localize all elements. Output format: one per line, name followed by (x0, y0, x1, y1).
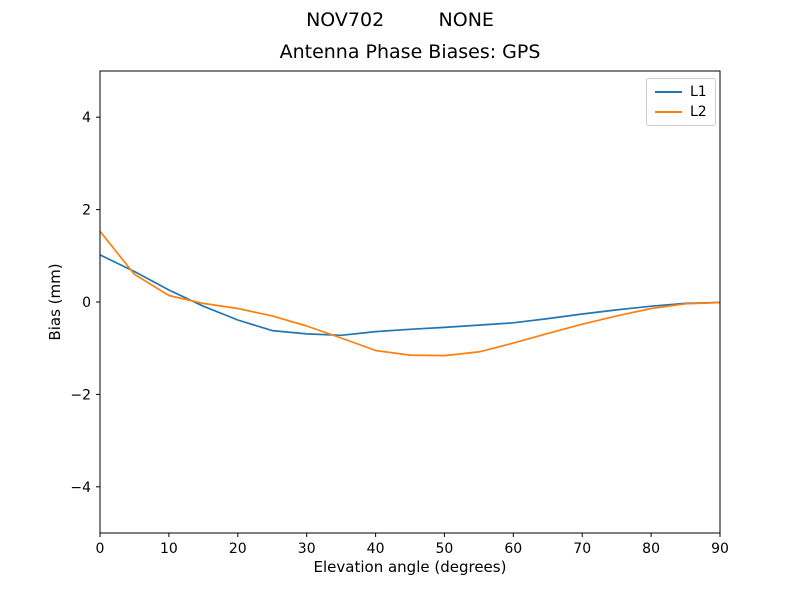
legend-label-l1: L1 (690, 84, 707, 100)
y-tick-label: −4 (70, 480, 91, 496)
series-line-l2 (99, 230, 721, 357)
legend-line-swatch-l1 (655, 91, 682, 93)
x-tick-label: 80 (642, 541, 660, 557)
x-tick-label: 30 (298, 541, 316, 557)
y-tick-label: 4 (82, 110, 91, 126)
x-tick-label: 40 (367, 541, 385, 557)
x-tick-label: 90 (711, 541, 729, 557)
axes-frame (99, 70, 721, 534)
series-line-l1 (99, 254, 721, 337)
legend-line-swatch-l2 (655, 111, 682, 113)
legend-item-l1: L1 (655, 82, 707, 102)
y-tick-label: −2 (70, 387, 91, 403)
figure-suptitle: NOV702 NONE (306, 9, 494, 31)
x-tick-label: 20 (229, 541, 247, 557)
y-tick-label: 0 (82, 295, 91, 311)
x-tick-label: 60 (504, 541, 522, 557)
axes-title: Antenna Phase Biases: GPS (279, 41, 541, 63)
x-axis-label: Elevation angle (degrees) (313, 558, 507, 576)
legend-label-l2: L2 (690, 104, 707, 120)
x-tick-label: 70 (573, 541, 591, 557)
y-tick-label: 2 (82, 203, 91, 219)
legend-item-l2: L2 (655, 102, 707, 122)
x-tick-label: 50 (435, 541, 453, 557)
x-tick-label: 0 (96, 541, 105, 557)
legend: L1 L2 (646, 78, 716, 126)
x-tick-label: 10 (160, 541, 178, 557)
